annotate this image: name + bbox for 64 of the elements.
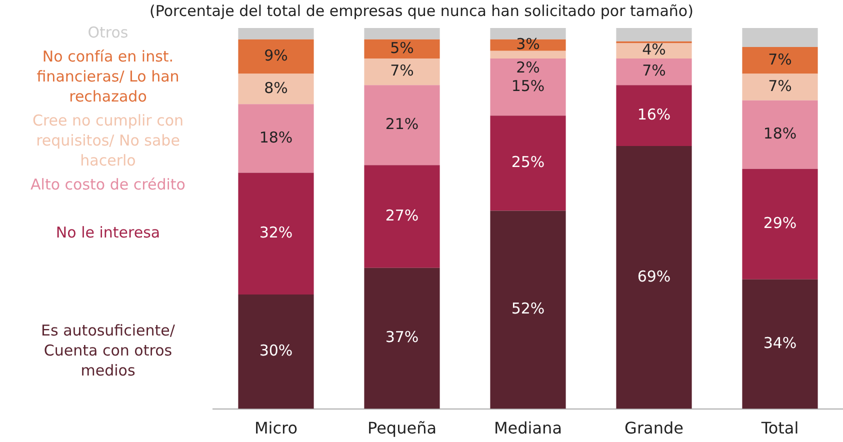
- bar: [742, 47, 818, 74]
- text: Cree no cumplir con requisitos/ No sabe hacerlo: [32, 112, 184, 170]
- bar: [742, 28, 818, 48]
- bar: [364, 268, 440, 409]
- bar: [238, 104, 314, 173]
- data-label: 32%: [259, 224, 293, 242]
- bar: [364, 165, 440, 268]
- text: Es autosuficiente/ Cuenta con otros medios: [41, 322, 176, 380]
- bar: [238, 28, 314, 40]
- bar: [616, 146, 692, 409]
- x-tick-label: Total: [760, 418, 799, 438]
- data-label: 7%: [390, 62, 414, 80]
- data-label: 52%: [511, 300, 545, 318]
- bar: [742, 100, 818, 169]
- bar: [364, 28, 440, 40]
- bar: [616, 28, 692, 42]
- bar: [742, 74, 818, 100]
- data-label: 21%: [385, 114, 419, 133]
- bar: [238, 39, 314, 74]
- data-label: 7%: [768, 50, 792, 68]
- bar: [364, 39, 440, 58]
- bar: [238, 172, 314, 295]
- data-label: 18%: [259, 128, 293, 146]
- bar: [238, 294, 314, 409]
- text: No le interesa: [56, 224, 160, 242]
- bar: [238, 74, 314, 104]
- x-tick-label: Pequeña: [367, 418, 437, 438]
- text: No confía en inst. financieras/ Lo han rechazado: [36, 48, 180, 106]
- x-tick-label: Grande: [624, 418, 684, 438]
- data-label: 9%: [264, 46, 288, 64]
- x-tick-label: Micro: [254, 418, 298, 438]
- data-label: 15%: [511, 76, 545, 95]
- data-label: 29%: [763, 214, 797, 232]
- bar: [490, 39, 566, 51]
- text: Alto costo de crédito: [30, 176, 186, 194]
- data-label: 2%: [516, 58, 540, 76]
- data-label: 25%: [511, 153, 545, 172]
- bar: [742, 279, 818, 409]
- bar: [364, 85, 440, 166]
- data-label: 30%: [259, 342, 293, 360]
- data-label: 16%: [637, 105, 671, 124]
- bar: [490, 28, 566, 40]
- chart-subtitle: (Porcentaje del total de empresas que nunca han solicitado por tamaño): [148, 2, 694, 20]
- bar: [490, 50, 566, 58]
- data-label: 27%: [385, 206, 419, 224]
- data-label: 18%: [763, 124, 797, 143]
- data-label: 34%: [763, 334, 797, 352]
- data-label: 8%: [264, 78, 288, 97]
- data-label: 69%: [637, 267, 671, 286]
- bar: [490, 116, 566, 211]
- data-label: 5%: [390, 38, 414, 57]
- bar: [742, 168, 818, 280]
- x-tick-label: Mediana: [494, 418, 562, 438]
- data-label: 37%: [385, 328, 419, 346]
- bar: [616, 58, 692, 86]
- data-label: 3%: [516, 35, 540, 54]
- data-label: 7%: [642, 62, 666, 80]
- bar: [616, 43, 692, 58]
- bar: [616, 85, 692, 146]
- bar: [364, 58, 440, 86]
- data-label: 4%: [642, 40, 666, 59]
- bar: [490, 210, 566, 409]
- bar: [490, 58, 566, 116]
- data-label: 7%: [768, 76, 792, 95]
